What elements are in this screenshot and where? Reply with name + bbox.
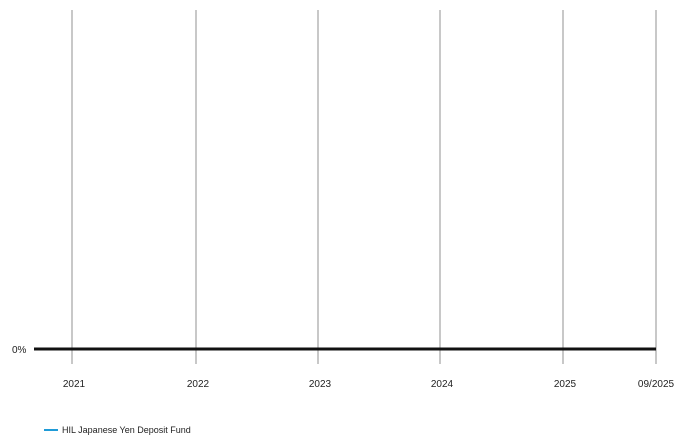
- y-tick-label: 0%: [12, 345, 27, 356]
- legend-swatch: [44, 429, 58, 431]
- x-tick-label: 2024: [431, 379, 454, 390]
- x-tick-label: 2022: [187, 379, 210, 390]
- gridlines: [71, 10, 657, 364]
- x-tick-label: 2021: [63, 379, 86, 390]
- x-tick-label: 2025: [554, 379, 577, 390]
- legend-label: HIL Japanese Yen Deposit Fund: [62, 425, 191, 435]
- x-tick-label: 09/2025: [638, 379, 675, 390]
- tick-labels: 2021 2022 2023 2024 2025 09/2025 0%: [12, 345, 675, 390]
- legend: HIL Japanese Yen Deposit Fund: [44, 425, 191, 435]
- x-tick-label: 2023: [309, 379, 332, 390]
